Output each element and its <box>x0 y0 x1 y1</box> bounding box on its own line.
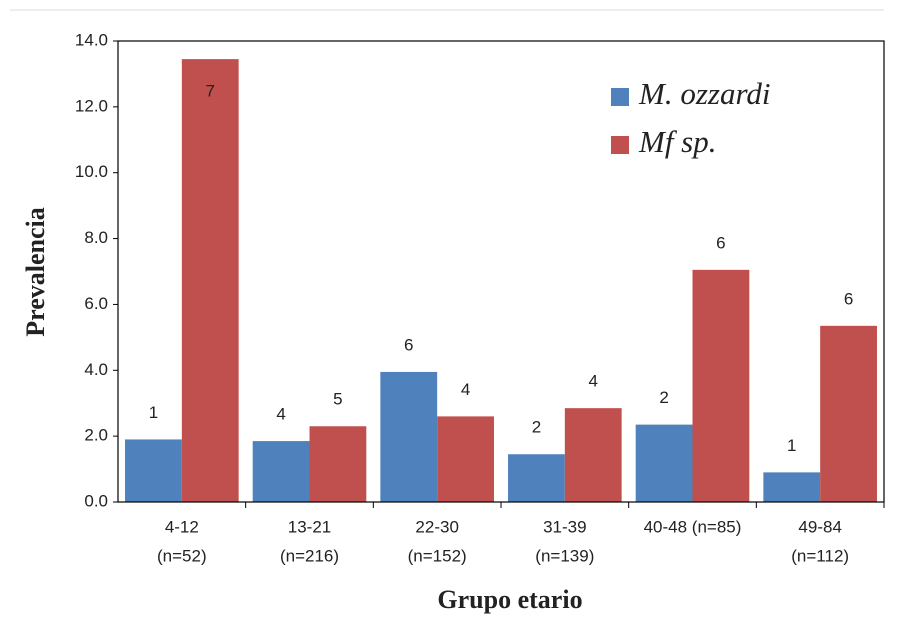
x-tick-label: 40-48 (n=85) <box>644 517 742 536</box>
bar <box>763 472 821 502</box>
x-tick-label: 49-84 <box>798 517 841 536</box>
bar <box>820 325 877 502</box>
legend-label: Mf sp. <box>638 124 717 159</box>
data-label: 7 <box>206 82 215 101</box>
bar <box>508 454 565 502</box>
data-label: 5 <box>333 390 342 409</box>
y-tick-label: 6.0 <box>84 294 108 313</box>
data-label: 2 <box>532 418 541 437</box>
bar <box>125 439 182 502</box>
y-tick-label: 8.0 <box>84 228 108 247</box>
bar <box>564 408 622 502</box>
y-axis-title: Prevalencia <box>21 207 50 336</box>
x-tick-label: (n=112) <box>791 546 849 565</box>
x-tick-label: (n=152) <box>408 546 467 565</box>
data-label: 4 <box>589 372 598 391</box>
data-label: 2 <box>659 388 668 407</box>
bar <box>380 371 438 502</box>
data-label: 6 <box>404 335 413 354</box>
y-tick-label: 2.0 <box>84 426 108 445</box>
x-axis-title: Grupo etario <box>437 585 582 614</box>
data-label: 1 <box>149 403 158 422</box>
bar <box>252 441 310 502</box>
x-tick-label: 31-39 <box>543 517 586 536</box>
data-label: 1 <box>787 436 796 455</box>
x-tick-label: (n=52) <box>157 546 207 565</box>
legend-swatch <box>611 88 629 106</box>
x-tick-label: 13-21 <box>288 517 331 536</box>
data-label: 4 <box>461 380 470 399</box>
legend-swatch <box>611 136 629 154</box>
bar <box>181 59 239 502</box>
legend-label: M. ozzardi <box>638 76 770 111</box>
x-tick-label: 22-30 <box>415 517 458 536</box>
y-tick-label: 14.0 <box>75 30 108 49</box>
x-tick-label: (n=216) <box>280 546 339 565</box>
data-label: 4 <box>276 405 285 424</box>
bar <box>437 416 494 502</box>
y-tick-label: 12.0 <box>75 96 108 115</box>
bar <box>635 424 693 502</box>
y-tick-label: 10.0 <box>75 162 108 181</box>
y-tick-label: 4.0 <box>84 360 108 379</box>
bar <box>692 269 750 502</box>
bar <box>309 426 367 502</box>
data-label: 6 <box>716 233 725 252</box>
data-label: 6 <box>844 289 853 308</box>
x-tick-label: (n=139) <box>535 546 594 565</box>
y-tick-label: 0.0 <box>84 491 108 510</box>
x-tick-label: 4-12 <box>165 517 199 536</box>
